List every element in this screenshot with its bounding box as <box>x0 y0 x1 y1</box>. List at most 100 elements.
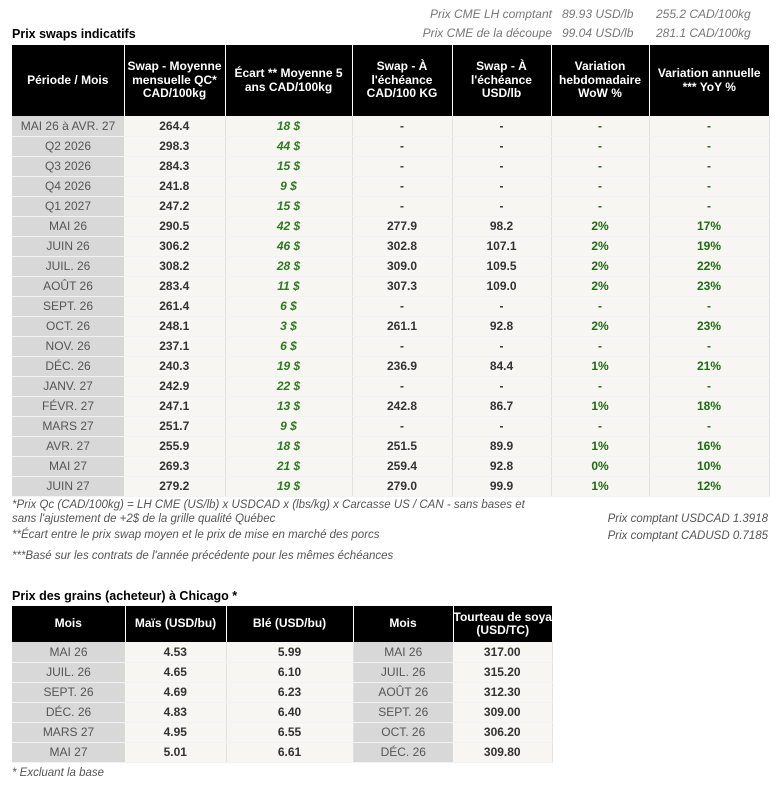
cell-spread: 18 $ <box>225 116 353 137</box>
cell-wheat: 6.10 <box>226 662 354 683</box>
cell-swap-avg: 237.1 <box>124 336 226 357</box>
cell-spread: 9 $ <box>225 176 353 197</box>
cell-swap-avg: 240.3 <box>124 356 226 377</box>
swaps-row: Q3 2026 284.3 15 $ - - - - <box>12 156 770 177</box>
cell-swap-cad: 242.8 <box>352 396 453 417</box>
cell-wow: - <box>551 116 650 137</box>
grains-row: JUIL. 26 4.65 6.10 JUIL. 26 315.20 <box>12 662 553 683</box>
cell-swap-usd: 107.1 <box>452 236 552 257</box>
cell-swap-cad: - <box>352 416 453 437</box>
header-month-corn: Mois <box>12 606 126 642</box>
cell-corn: 4.65 <box>125 662 227 683</box>
footnote-prix-qc-line2: sans l'ajustement de +2$ de la grille qu… <box>12 513 276 525</box>
grains-footnote: * Excluant la base <box>12 767 105 779</box>
cell-swap-avg: 242.9 <box>124 376 226 397</box>
swaps-row: AVR. 27 255.9 18 $251.5 89.9 1% 16% <box>12 436 770 457</box>
header-period: Période / Mois <box>12 45 125 116</box>
grains-row: MAI 26 4.53 5.99 MAI 26 317.00 <box>12 642 553 663</box>
row-period: OCT. 26 <box>12 316 124 337</box>
cell-swap-usd: - <box>452 336 552 357</box>
cell-soymeal: 312.30 <box>453 682 553 703</box>
cell-spread: 19 $ <box>225 356 353 377</box>
cell-yoy: - <box>649 176 770 197</box>
header-swap-usd: Swap - À l'échéance USD/lb <box>452 45 552 116</box>
cell-yoy: - <box>649 296 770 317</box>
cell-yoy: 10% <box>649 456 770 477</box>
swaps-row: Q1 2027 247.2 15 $ - - - - <box>12 196 770 217</box>
cell-swap-usd: 109.5 <box>452 256 552 277</box>
row-period: Q2 2026 <box>12 136 124 157</box>
cell-swap-cad: 261.1 <box>352 316 453 337</box>
cell-wheat: 6.55 <box>226 722 354 743</box>
swaps-table: Période / Mois Swap - Moyenne mensuelle … <box>12 45 770 497</box>
cell-swap-cad: - <box>352 296 453 317</box>
swaps-row: JANV. 27 242.9 22 $ - - - - <box>12 376 770 397</box>
cell-spread: 28 $ <box>225 256 353 277</box>
footnote-prix-qc-line1: *Prix Qc (CAD/100kg) = LH CME (US/lb) x … <box>12 499 525 511</box>
cell-spread: 15 $ <box>225 156 353 177</box>
cell-swap-cad: 279.0 <box>352 476 453 497</box>
cell-wheat: 6.23 <box>226 682 354 703</box>
cell-soymeal: 315.20 <box>453 662 553 683</box>
cell-wow: 2% <box>551 256 650 277</box>
cell-month-corn: MAI 27 <box>12 742 125 763</box>
cell-wow: 2% <box>551 316 650 337</box>
cell-yoy: - <box>649 156 770 177</box>
cell-corn: 4.83 <box>125 702 227 723</box>
cell-yoy: - <box>649 376 770 397</box>
cell-wow: - <box>551 196 650 217</box>
cell-swap-cad: - <box>352 336 453 357</box>
cell-wow: 2% <box>551 276 650 297</box>
cell-yoy: 22% <box>649 256 770 277</box>
cell-soymeal: 317.00 <box>453 642 553 663</box>
cell-wheat: 6.40 <box>226 702 354 723</box>
cme-cutout-row: Prix CME de la découpe 99.04 USD/lb 281.… <box>0 24 780 43</box>
cell-spread: 22 $ <box>225 376 353 397</box>
header-soymeal: Tourteau de soya (USD/TC) <box>453 606 552 642</box>
cell-swap-avg: 248.1 <box>124 316 226 337</box>
cell-swap-usd: - <box>452 296 552 317</box>
swaps-row: JUIN 27 279.2 19 $279.0 99.9 1% 12% <box>12 476 770 497</box>
cell-swap-usd: 92.8 <box>452 316 552 337</box>
cme-cutout-cad: 281.1 CAD/100kg <box>656 26 751 40</box>
cell-swap-usd: - <box>452 136 552 157</box>
cell-swap-usd: - <box>452 416 552 437</box>
cell-swap-avg: 269.3 <box>124 456 226 477</box>
cell-swap-cad: - <box>352 116 453 137</box>
header-swap-cad: Swap - À l'échéance CAD/100 KG <box>352 45 453 116</box>
cell-swap-cad: - <box>352 376 453 397</box>
cell-month-corn: MARS 27 <box>12 722 125 743</box>
cell-swap-avg: 306.2 <box>124 236 226 257</box>
swaps-row: MAI 26 à AVR. 27 264.4 18 $ - - - - <box>12 116 770 137</box>
cell-swap-cad: 302.8 <box>352 236 453 257</box>
cell-corn: 5.01 <box>125 742 227 763</box>
cell-yoy: 23% <box>649 276 770 297</box>
cell-spread: 21 $ <box>225 456 353 477</box>
row-period: Q1 2027 <box>12 196 124 217</box>
row-period: MAI 26 à AVR. 27 <box>12 116 124 137</box>
cell-spread: 19 $ <box>225 476 353 497</box>
swaps-row: MAI 27 269.3 21 $259.4 92.8 0% 10% <box>12 456 770 477</box>
cell-month-soy: DÉC. 26 <box>353 742 453 763</box>
cell-yoy: 18% <box>649 396 770 417</box>
swaps-row: JUIN 26 306.2 46 $302.8 107.1 2% 19% <box>12 236 770 257</box>
cell-yoy: 17% <box>649 216 770 237</box>
cell-wow: - <box>551 376 650 397</box>
cell-wow: 1% <box>551 396 650 417</box>
swaps-row: SEPT. 26 261.4 6 $ - - - - <box>12 296 770 317</box>
cme-lh-spot-cad: 255.2 CAD/100kg <box>656 7 751 21</box>
cell-yoy: - <box>649 336 770 357</box>
cell-month-soy: JUIL. 26 <box>353 662 453 683</box>
grains-title: Prix des grains (acheteur) à Chicago * <box>12 589 238 603</box>
cell-month-corn: DÉC. 26 <box>12 702 125 723</box>
swaps-row: MARS 27 251.7 9 $ - - - - <box>12 416 770 437</box>
grains-header-row: Mois Maïs (USD/bu) Blé (USD/bu) Mois Tou… <box>12 606 552 642</box>
cell-swap-usd: 89.9 <box>452 436 552 457</box>
swaps-row: OCT. 26 248.1 3 $261.1 92.8 2% 23% <box>12 316 770 337</box>
cell-month-corn: SEPT. 26 <box>12 682 125 703</box>
cell-month-soy: SEPT. 26 <box>353 702 453 723</box>
cell-yoy: 16% <box>649 436 770 457</box>
cell-spread: 18 $ <box>225 436 353 457</box>
cme-lh-spot-row: Prix CME LH comptant 89.93 USD/lb 255.2 … <box>0 5 780 24</box>
footnote-prix-qc: *Prix Qc (CAD/100kg) = LH CME (US/lb) x … <box>12 498 525 526</box>
